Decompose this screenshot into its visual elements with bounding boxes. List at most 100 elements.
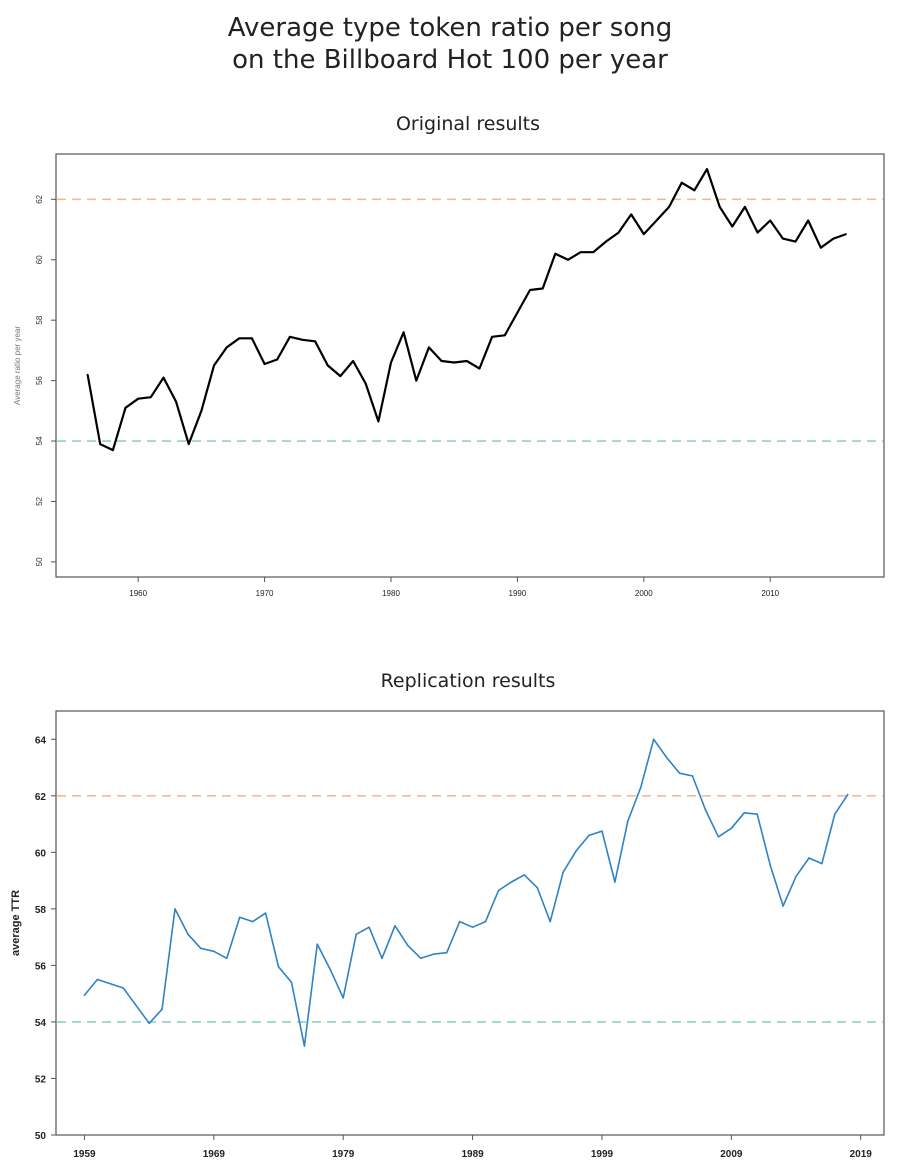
x-tick-label-1959: 1959 <box>73 1149 96 1160</box>
data-point-2011 <box>782 237 784 240</box>
data-point-1972 <box>289 335 291 338</box>
plot-frame <box>55 710 885 1136</box>
data-point-1957 <box>99 443 102 445</box>
data-point-1992 <box>541 287 544 290</box>
y-tick-label-58: 58 <box>35 905 47 916</box>
data-point-1969 <box>251 337 253 340</box>
x-tick-label-1960: 1960 <box>129 589 147 598</box>
data-point-1999 <box>601 830 603 832</box>
y-axis-label: average TTR <box>10 890 22 956</box>
data-point-1958 <box>112 449 114 451</box>
data-point-2018 <box>846 793 849 796</box>
data-point-1979 <box>377 420 380 423</box>
x-tick-label-1980: 1980 <box>382 589 400 598</box>
data-point-1982 <box>415 379 418 382</box>
y-tick-label-54: 54 <box>35 436 44 445</box>
data-point-2011 <box>756 813 759 815</box>
data-point-2017 <box>834 813 836 815</box>
data-point-1984 <box>407 944 409 947</box>
data-point-1985 <box>420 957 422 960</box>
data-point-2015 <box>808 857 810 859</box>
data-point-1996 <box>562 871 564 873</box>
data-point-1987 <box>478 367 481 370</box>
data-point-1967 <box>225 346 228 349</box>
data-point-2002 <box>639 786 642 789</box>
data-point-1986 <box>432 953 435 955</box>
series-line-0 <box>83 738 849 1047</box>
data-point-1992 <box>510 881 513 883</box>
data-point-1975 <box>326 364 329 367</box>
data-point-1993 <box>523 874 526 876</box>
data-point-2016 <box>845 233 847 235</box>
data-point-1985 <box>453 361 455 364</box>
data-point-2012 <box>794 240 797 243</box>
data-point-2007 <box>731 225 734 228</box>
data-point-1979 <box>342 997 345 999</box>
data-point-1998 <box>588 834 590 837</box>
x-tick-label-1990: 1990 <box>509 589 527 598</box>
y-tick-label-52: 52 <box>35 1074 47 1085</box>
data-point-2004 <box>693 189 696 192</box>
data-point-1967 <box>187 933 189 936</box>
x-tick-label-1970: 1970 <box>256 589 274 598</box>
data-point-1962 <box>162 376 165 379</box>
data-point-1963 <box>175 400 177 403</box>
y-tick-label-56: 56 <box>35 376 44 385</box>
data-point-2012 <box>769 864 771 866</box>
data-point-2005 <box>706 168 708 170</box>
data-point-1988 <box>458 920 461 923</box>
x-tick-label-1999: 1999 <box>591 1149 614 1160</box>
replication-results-title: Replication results <box>380 670 556 692</box>
data-point-1964 <box>187 443 190 445</box>
x-tick-label-1989: 1989 <box>461 1149 484 1160</box>
data-point-1956 <box>86 373 89 376</box>
data-point-1962 <box>122 987 125 989</box>
data-point-1968 <box>200 947 202 950</box>
data-point-1976 <box>303 1045 306 1047</box>
data-point-1959 <box>124 407 127 409</box>
data-point-2002 <box>668 206 670 208</box>
data-point-1980 <box>390 361 392 364</box>
main-title-line-1: Average type token ratio per song <box>227 13 673 43</box>
data-point-1961 <box>150 396 152 399</box>
data-point-1997 <box>575 850 577 852</box>
data-point-1977 <box>352 360 354 362</box>
data-point-1991 <box>497 889 500 892</box>
data-point-1973 <box>264 912 267 914</box>
main-title-line-2: on the Billboard Hot 100 per year <box>232 45 668 75</box>
data-point-1974 <box>314 340 316 343</box>
data-point-1971 <box>276 358 279 361</box>
data-point-2006 <box>718 206 721 208</box>
data-point-1978 <box>364 382 367 385</box>
data-point-1983 <box>394 925 396 927</box>
y-tick-label-54: 54 <box>35 1018 47 1029</box>
data-point-2016 <box>821 862 823 865</box>
data-point-1984 <box>440 360 443 362</box>
y-tick-label-62: 62 <box>35 792 47 803</box>
data-point-1995 <box>549 920 552 923</box>
y-tick-label-62: 62 <box>35 194 44 203</box>
data-point-1982 <box>381 957 383 960</box>
data-point-1970 <box>225 957 228 960</box>
data-point-1968 <box>238 337 241 340</box>
data-point-1987 <box>445 951 448 954</box>
data-point-2000 <box>643 233 645 235</box>
data-point-1977 <box>316 943 319 945</box>
data-point-1975 <box>290 981 293 984</box>
y-tick-label-60: 60 <box>35 848 47 859</box>
data-point-2001 <box>655 219 658 222</box>
data-point-1980 <box>355 933 357 936</box>
x-tick-label-2009: 2009 <box>720 1149 743 1160</box>
data-point-1981 <box>402 331 405 334</box>
y-tick-label-50: 50 <box>35 557 44 566</box>
data-point-1999 <box>630 213 632 216</box>
data-point-2005 <box>678 772 681 774</box>
data-point-2006 <box>691 775 694 777</box>
data-point-2008 <box>717 835 720 838</box>
original-results-title: Original results <box>395 113 541 135</box>
y-tick-label-56: 56 <box>35 961 47 972</box>
data-point-2009 <box>730 827 733 830</box>
x-tick-label-2000: 2000 <box>635 589 653 598</box>
data-point-1969 <box>213 950 215 953</box>
